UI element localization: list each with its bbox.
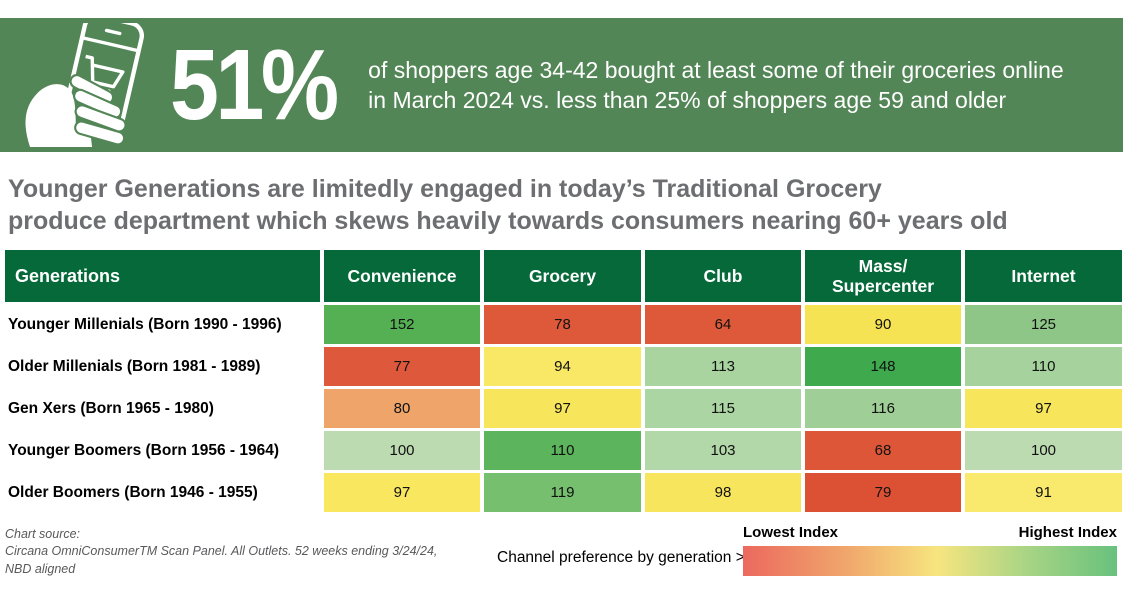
chart-headline: Younger Generations are limitedly engage… [8, 174, 1008, 238]
heatmap-cell-r4-c4: 91 [965, 473, 1122, 512]
heatmap-cell-r1-c3: 148 [805, 347, 961, 386]
heatmap-cell-r2-c1: 97 [484, 389, 641, 428]
legend-lowest-label: Lowest Index [743, 524, 839, 541]
legend-highest-label: Highest Index [1018, 524, 1117, 541]
heatmap-cell-r3-c0: 100 [324, 431, 480, 470]
row-label-3: Younger Boomers (Born 1956 - 1964) [8, 441, 280, 459]
heatmap-cell-r1-c0: 77 [324, 347, 480, 386]
heatmap-cell-r1-c2: 113 [645, 347, 801, 386]
column-header-generations: Generations [5, 250, 320, 302]
heatmap-cell-r3-c1: 110 [484, 431, 641, 470]
heatmap-cell-r3-c4: 100 [965, 431, 1122, 470]
heatmap-cell-r2-c2: 115 [645, 389, 801, 428]
heatmap-cell-r1-c4: 110 [965, 347, 1122, 386]
row-label-0: Younger Millenials (Born 1990 - 1996) [8, 315, 282, 333]
stat-description-line1: of shoppers age 34-42 bought at least so… [368, 56, 1064, 83]
heatmap-cell-r0-c0: 152 [324, 305, 480, 344]
heatmap-cell-r2-c3: 116 [805, 389, 961, 428]
heatmap-cell-r3-c2: 103 [645, 431, 801, 470]
row-label-4: Older Boomers (Born 1946 - 1955) [8, 483, 258, 501]
heatmap-cell-r1-c1: 94 [484, 347, 641, 386]
stat-description-line2: in March 2024 vs. less than 25% of shopp… [368, 87, 1007, 113]
chart-headline-line1: Younger Generations are limitedly engage… [8, 175, 882, 203]
stat-banner: 51% of shoppers age 34-42 bought at leas… [0, 18, 1123, 152]
heatmap-cell-r3-c3: 68 [805, 431, 961, 470]
legend-gradient-bar [743, 546, 1117, 576]
chart-source-note: Chart source: Circana OmniConsumerTM Sca… [5, 526, 437, 578]
heatmap-cell-r4-c0: 97 [324, 473, 480, 512]
heatmap-cell-r4-c3: 79 [805, 473, 961, 512]
heatmap-cell-r0-c3: 90 [805, 305, 961, 344]
stat-percentage: 51% [170, 29, 339, 141]
heatmap-cell-r0-c4: 125 [965, 305, 1122, 344]
heatmap-cell-r0-c2: 64 [645, 305, 801, 344]
heatmap-table: Generations Convenience Grocery Club Mas… [5, 250, 1122, 512]
heatmap-cell-r4-c1: 119 [484, 473, 641, 512]
phone-shopping-hand-icon [25, 23, 144, 147]
chart-source-line3: NBD aligned [5, 561, 76, 576]
heatmap-cell-r4-c2: 98 [645, 473, 801, 512]
legend-note: Channel preference by generation > [497, 549, 745, 566]
chart-source-line1: Chart source: [5, 527, 81, 541]
column-header-convenience: Convenience [324, 250, 480, 302]
chart-source-line2: Circana OmniConsumerTM Scan Panel. All O… [5, 544, 438, 559]
heatmap-cell-r2-c0: 80 [324, 389, 480, 428]
row-label-2: Gen Xers (Born 1965 - 1980) [8, 399, 214, 417]
column-header-internet: Internet [965, 250, 1122, 302]
heatmap-cell-r2-c4: 97 [965, 389, 1122, 428]
column-header-club: Club [645, 250, 801, 302]
row-label-1: Older Millenials (Born 1981 - 1989) [8, 357, 261, 375]
stat-description: of shoppers age 34-42 bought at least so… [368, 55, 1064, 116]
heatmap-cell-r0-c1: 78 [484, 305, 641, 344]
column-header-mass-supercenter: Mass/ Supercenter [805, 250, 961, 302]
column-header-grocery: Grocery [484, 250, 641, 302]
chart-headline-line2: produce department which skews heavily t… [8, 206, 1008, 235]
